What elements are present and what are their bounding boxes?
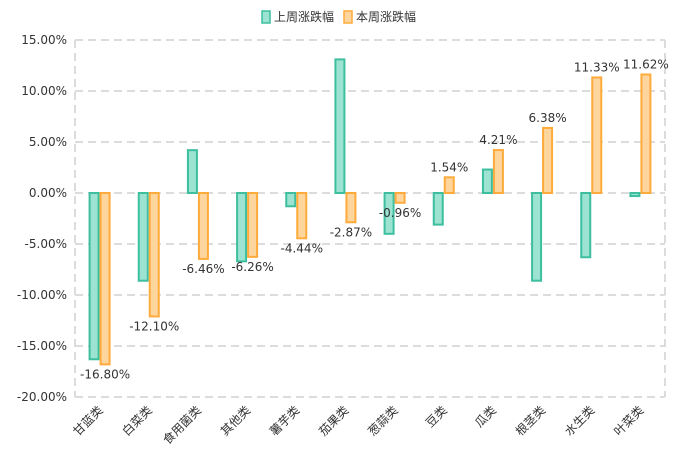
x-tick-label: 叶菜类 (611, 403, 646, 438)
data-label: -6.26% (231, 260, 273, 274)
x-tick-label: 白菜类 (119, 403, 155, 439)
bar-last-week[interactable] (285, 192, 297, 208)
data-label: -6.46% (182, 262, 224, 276)
y-tick-label: 5.00% (29, 135, 67, 149)
y-tick-label: 15.00% (21, 33, 67, 47)
y-tick-label: 0.00% (29, 186, 67, 200)
bar-this-week[interactable] (591, 76, 603, 194)
data-label: 4.21% (479, 133, 517, 147)
legend-label: 本周涨跌幅 (356, 9, 416, 24)
data-label: -12.10% (129, 319, 179, 333)
data-label: 6.38% (529, 111, 567, 125)
x-tick-label: 茄果类 (316, 403, 351, 438)
x-tick-label: 根茎类 (513, 403, 548, 438)
bar-last-week[interactable] (137, 192, 149, 282)
data-label: 11.62% (623, 57, 669, 71)
bar-last-week[interactable] (334, 58, 346, 194)
x-tick-label: 豆类 (423, 403, 450, 430)
y-tick-label: -20.00% (17, 390, 67, 404)
bar-this-week[interactable] (640, 73, 652, 194)
y-tick-label: -5.00% (25, 237, 67, 251)
x-tick-label: 薯芋类 (267, 403, 302, 438)
data-label: -4.44% (281, 241, 323, 255)
legend-item[interactable]: 上周涨跌幅 (261, 9, 334, 24)
data-label: -2.87% (330, 225, 372, 239)
legend-swatch (343, 10, 353, 24)
bar-last-week[interactable] (186, 149, 198, 195)
x-tick-label: 食用菌类 (159, 403, 204, 448)
legend-swatch (261, 10, 271, 24)
bar-this-week[interactable] (394, 192, 406, 204)
bar-this-week[interactable] (443, 176, 455, 195)
bar-last-week[interactable] (629, 192, 641, 198)
x-tick-label: 其他类 (218, 403, 253, 438)
bar-last-week[interactable] (383, 192, 395, 235)
x-tick-label: 葱蒜类 (365, 403, 400, 438)
bar-this-week[interactable] (296, 192, 308, 240)
bar-this-week[interactable] (345, 192, 357, 224)
y-tick-label: -10.00% (17, 288, 67, 302)
data-label: 1.54% (430, 160, 468, 174)
y-tick-label: -15.00% (17, 339, 67, 353)
bar-this-week[interactable] (492, 149, 504, 194)
bar-this-week[interactable] (99, 192, 111, 366)
data-label: -16.80% (80, 367, 130, 381)
legend-label: 上周涨跌幅 (274, 9, 334, 24)
bar-this-week[interactable] (197, 192, 209, 260)
bar-last-week[interactable] (88, 192, 100, 361)
bar-last-week[interactable] (580, 192, 592, 259)
bar-this-week[interactable] (542, 126, 554, 194)
data-label: -0.96% (379, 206, 421, 220)
x-tick-label: 瓜类 (472, 403, 499, 430)
bar-last-week[interactable] (432, 192, 444, 226)
bar-last-week[interactable] (481, 168, 493, 194)
bar-this-week[interactable] (247, 192, 259, 258)
data-label: 11.33% (574, 60, 620, 74)
bar-last-week[interactable] (236, 192, 248, 263)
bar-this-week[interactable] (148, 192, 160, 318)
x-tick-label: 水生类 (562, 403, 597, 438)
x-tick-label: 甘蓝类 (70, 403, 105, 438)
legend-item[interactable]: 本周涨跌幅 (343, 9, 416, 24)
bar-last-week[interactable] (531, 192, 543, 282)
y-tick-label: 10.00% (21, 84, 67, 98)
